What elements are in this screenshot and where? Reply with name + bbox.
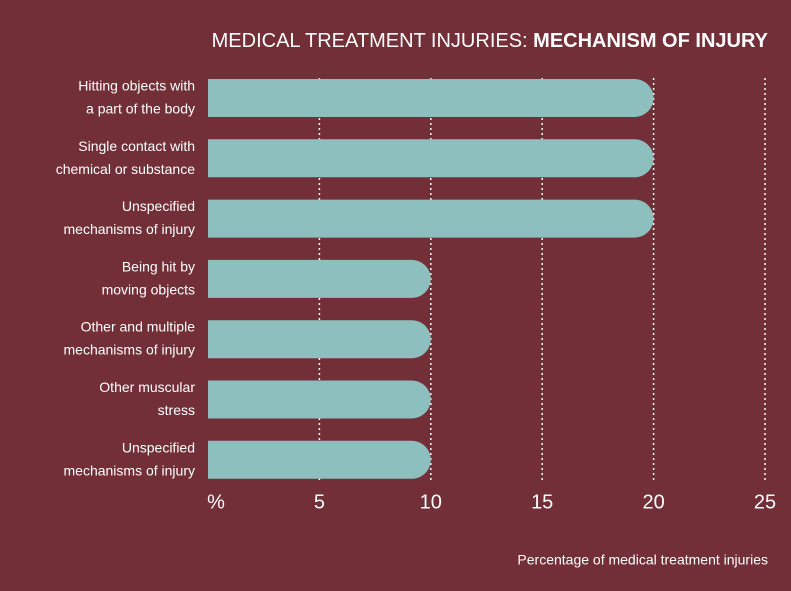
category-label-line: mechanisms of injury <box>64 462 196 478</box>
bar <box>208 440 431 479</box>
x-tick-label: % <box>207 491 225 513</box>
category-label: Hitting objects with a part of the body <box>78 77 195 116</box>
category-label-line: Single contact with <box>78 138 195 154</box>
bar <box>208 259 431 298</box>
bar <box>208 199 654 238</box>
category-label-line: Other and multiple <box>81 318 196 334</box>
bar <box>208 380 431 419</box>
x-tick-label: 5 <box>314 491 325 513</box>
category-label: Single contact with chemical or substance <box>56 138 196 177</box>
x-tick-label: 10 <box>420 491 442 513</box>
bar <box>208 320 431 359</box>
category-label-line: chemical or substance <box>56 161 196 177</box>
category-label-line: mechanisms of injury <box>64 341 196 357</box>
category-label: Being hit by moving objects <box>102 258 195 297</box>
category-label-line: moving objects <box>102 281 195 297</box>
category-label-line: Unspecified <box>122 439 195 455</box>
category-label: Unspecified mechanisms of injury <box>64 198 196 237</box>
x-tick-label: 20 <box>642 491 664 513</box>
category-label-line: Being hit by <box>122 258 195 274</box>
category-label: Other and multiple mechanisms of injury <box>64 318 196 357</box>
title-main: MEDICAL TREATMENT INJURIES: <box>212 30 528 52</box>
category-label-line: a part of the body <box>86 100 195 116</box>
category-label: Other muscular stress <box>99 379 195 418</box>
x-tick-label: 25 <box>754 491 776 513</box>
title-emphasis: MECHANISM OF INJURY <box>533 30 768 52</box>
category-label-line: stress <box>158 402 195 418</box>
bar <box>208 139 654 178</box>
chart-title: MEDICAL TREATMENT INJURIES: MECHANISM OF… <box>212 30 769 52</box>
category-label-line: mechanisms of injury <box>64 221 196 237</box>
category-label: Unspecified mechanisms of injury <box>64 439 196 478</box>
category-label-line: Hitting objects with <box>78 77 195 93</box>
category-label-line: Unspecified <box>122 198 195 214</box>
category-label-line: Other muscular <box>99 379 195 395</box>
x-tick-label: 15 <box>531 491 553 513</box>
bar <box>208 79 654 117</box>
x-axis-label: Percentage of medical treatment injuries <box>517 552 768 568</box>
